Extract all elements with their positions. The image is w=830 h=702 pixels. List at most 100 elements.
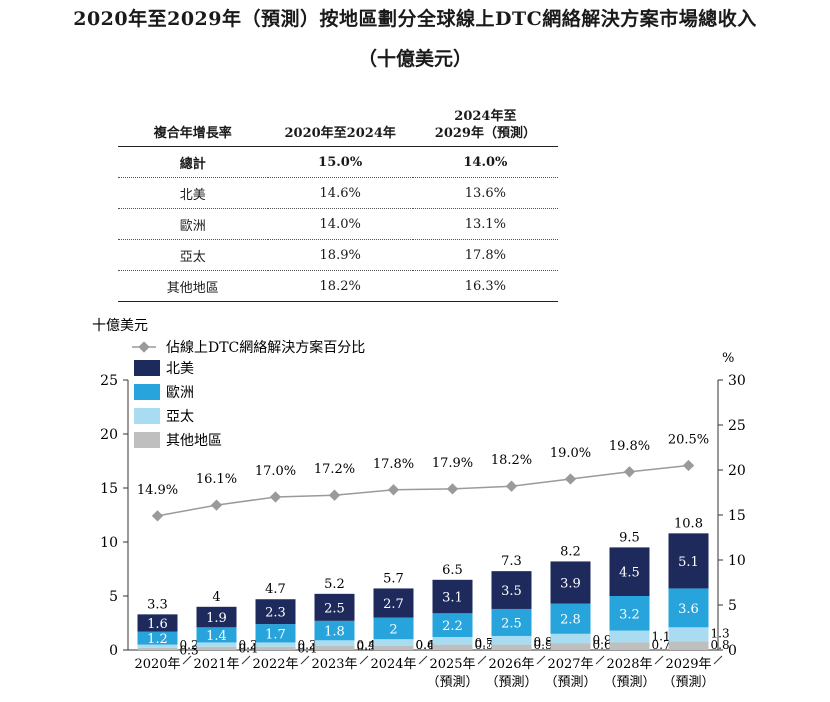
cagr-value-2020-2024: 18.2% <box>267 270 413 302</box>
bar-data-label: 0.4 <box>416 638 435 652</box>
bar-total-label: 6.5 <box>442 563 463 578</box>
x-axis-separator <box>418 655 428 665</box>
cagr-value-2024-2029: 13.1% <box>412 208 558 240</box>
bar-data-label: 1.6 <box>147 617 168 632</box>
cagr-row-label: 歐洲 <box>118 208 268 240</box>
bar-data-label: 0.4 <box>298 641 317 655</box>
percentage-data-label: 20.5% <box>668 433 709 448</box>
bar-total-label: 10.8 <box>674 516 703 531</box>
bar-data-label: 2.5 <box>324 601 345 616</box>
percentage-marker <box>623 466 636 478</box>
bar-segment <box>668 627 709 642</box>
bar-segment <box>314 640 355 646</box>
percentage-line <box>157 464 689 517</box>
bar-segment <box>432 644 473 650</box>
percentage-data-label: 17.8% <box>373 457 414 472</box>
percentage-marker <box>505 480 518 492</box>
bar-data-label: 5.1 <box>678 555 699 570</box>
right-axis-tick-label: 25 <box>728 418 746 434</box>
left-axis-label: 十億美元 <box>92 318 148 334</box>
bar-segment <box>373 588 414 618</box>
cagr-row-europe: 歐洲 14.0% 13.1% <box>118 208 558 240</box>
bar-data-label: 4.5 <box>619 566 640 581</box>
x-axis-separator <box>595 655 605 665</box>
bar-segment <box>491 608 532 636</box>
bar-data-label: 2.2 <box>442 619 463 634</box>
cagr-value-2024-2029: 17.8% <box>412 239 558 271</box>
legend-swatch <box>134 384 160 400</box>
x-axis-separator <box>182 655 192 665</box>
legend-swatch <box>134 432 160 448</box>
bar-segment <box>137 647 178 650</box>
percentage-data-label: 16.1% <box>196 472 237 487</box>
x-axis-tick-label: 2024年 <box>370 657 416 672</box>
left-axis-tick-label: 20 <box>100 427 118 443</box>
percentage-data-label: 17.9% <box>432 456 473 471</box>
percentage-data-label: 14.9% <box>137 483 178 498</box>
bar-data-label: 0.6 <box>593 638 612 652</box>
bar-data-label: 1.7 <box>265 627 286 642</box>
x-axis-tick-label: 2021年 <box>193 657 239 672</box>
bar-segment <box>491 571 532 609</box>
bar-data-label: 2.3 <box>265 606 286 621</box>
bar-segment <box>609 630 650 643</box>
chart-title: 2020年至2029年（預測）按地區劃分全球線上DTC網絡解決方案市場總收入 <box>73 8 757 30</box>
cagr-value-2020-2024: 14.0% <box>267 208 413 240</box>
x-axis-tick-sublabel: （預測） <box>426 675 478 690</box>
percentage-marker <box>446 483 459 495</box>
legend-swatch <box>134 408 160 424</box>
legend-label: 北美 <box>166 361 194 377</box>
x-axis-separator <box>241 655 251 665</box>
cagr-value-2020-2024: 14.6% <box>267 177 413 209</box>
cagr-header-2024-line1: 2024年至 <box>454 109 517 124</box>
bar-segment <box>432 613 473 638</box>
bar-data-label: 3.6 <box>678 602 699 617</box>
bar-data-label: 0.4 <box>239 641 258 655</box>
bar-data-label: 2 <box>389 622 397 637</box>
bar-data-label: 0.7 <box>475 636 494 650</box>
bar-data-label: 1.2 <box>147 632 168 647</box>
bar-segment <box>550 633 591 644</box>
legend-label: 其他地區 <box>166 433 222 449</box>
x-axis-tick-sublabel: （預測） <box>544 675 596 690</box>
cagr-value-2024-2029: 13.6% <box>412 177 558 209</box>
percentage-data-label: 18.2% <box>491 453 532 468</box>
percentage-marker <box>151 510 164 522</box>
bar-segment <box>314 645 355 650</box>
bar-data-label: 0.7 <box>652 638 671 652</box>
bar-segment <box>550 603 591 634</box>
cagr-table: 複合年增長率 2020年至2024年 2024年至 2029年（預測） 總計 1… <box>118 104 558 302</box>
cagr-row-asia-pacific: 亞太 18.9% 17.8% <box>118 239 558 271</box>
right-axis-tick-label: 20 <box>728 463 746 479</box>
bar-segment <box>432 637 473 645</box>
bar-data-label: 0.2 <box>180 638 199 652</box>
x-axis-tick-label: 2028年 <box>606 657 652 672</box>
cagr-row-label: 總計 <box>118 146 268 178</box>
bar-data-label: 3.9 <box>560 577 581 592</box>
bar-data-label: 0.8 <box>711 638 730 652</box>
bar-segment <box>196 606 237 628</box>
bar-data-label: 0.3 <box>180 644 199 658</box>
legend-label: 歐洲 <box>166 385 194 401</box>
bar-segment <box>491 644 532 650</box>
bar-total-label: 3.3 <box>147 597 168 612</box>
bar-segment <box>137 644 178 648</box>
left-axis-tick-label: 25 <box>100 373 118 389</box>
x-axis-tick-sublabel: （預測） <box>662 675 714 690</box>
right-axis-tick-label: 0 <box>728 643 737 659</box>
x-axis-tick-label: 2020年 <box>134 657 180 672</box>
x-axis-separator <box>477 655 487 665</box>
cagr-header-2024-line2: 2029年（預測） <box>434 126 536 141</box>
percentage-marker <box>682 459 695 472</box>
x-axis-tick-label: 2029年 <box>665 657 711 672</box>
x-axis-separator <box>536 655 546 665</box>
cagr-row-total: 總計 15.0% 14.0% <box>118 146 558 178</box>
bar-segment <box>196 646 237 650</box>
right-axis-tick-label: 5 <box>728 598 737 614</box>
legend-swatch <box>134 360 160 376</box>
x-axis-tick-label: 2022年 <box>252 657 298 672</box>
x-axis-tick-sublabel: （預測） <box>485 675 537 690</box>
left-axis-tick-label: 10 <box>100 535 118 551</box>
legend-label: 佔線上DTC網絡解決方案百分比 <box>166 339 365 356</box>
